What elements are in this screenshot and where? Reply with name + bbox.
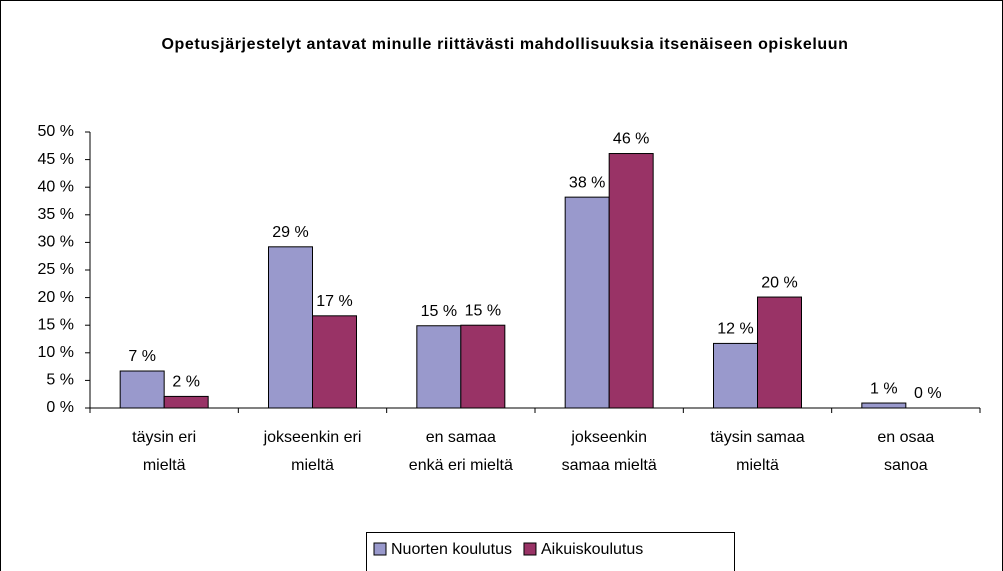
y-tick-label: 10 %	[38, 344, 74, 361]
x-tick-label: mieltä	[291, 457, 334, 474]
y-tick-label: 45 %	[38, 151, 74, 168]
value-label: 17 %	[316, 293, 352, 310]
value-label: 29 %	[272, 224, 308, 241]
y-tick-label: 35 %	[38, 206, 74, 223]
x-tick-label: en samaa	[426, 429, 496, 446]
bar	[312, 315, 357, 409]
value-label: 0 %	[914, 385, 942, 402]
y-tick-label: 50 %	[38, 123, 74, 140]
bar	[713, 342, 758, 409]
legend-label: Nuorten koulutus	[391, 541, 512, 558]
bar	[460, 324, 506, 409]
x-tick-label: samaa mieltä	[562, 457, 657, 474]
x-tick-label: enkä eri mieltä	[409, 457, 513, 474]
bar	[757, 296, 802, 409]
value-label: 15 %	[421, 303, 457, 320]
value-label: 12 %	[717, 321, 753, 338]
y-tick-label: 5 %	[46, 372, 74, 389]
bar	[608, 153, 654, 409]
value-label: 7 %	[128, 348, 156, 365]
legend-swatch	[373, 542, 387, 556]
legend-label: Aikuiskoulutus	[541, 541, 643, 558]
y-tick-label: 20 %	[38, 289, 74, 306]
x-tick-label: täysin samaa	[710, 429, 804, 446]
x-tick-label: mieltä	[736, 457, 779, 474]
bar	[268, 246, 313, 409]
bar	[163, 395, 209, 409]
y-tick-label: 0 %	[46, 399, 74, 416]
value-label: 20 %	[761, 274, 797, 291]
chart-title: Opetusjärjestelyt antavat minulle riittä…	[161, 36, 849, 53]
value-label: 38 %	[569, 174, 605, 191]
value-label: 46 %	[613, 131, 649, 148]
x-tick-label: jokseenkin	[570, 429, 647, 446]
x-tick-label: jokseenkin eri	[263, 429, 362, 446]
bar	[119, 370, 165, 409]
x-tick-label: sanoa	[884, 457, 928, 474]
value-label: 15 %	[465, 302, 501, 319]
bar	[861, 402, 907, 409]
x-tick-label: en osaa	[877, 429, 934, 446]
value-label: 1 %	[870, 380, 898, 397]
y-tick-label: 15 %	[38, 316, 74, 333]
x-tick-label: täysin eri	[132, 429, 196, 446]
legend-swatch	[523, 542, 537, 556]
y-tick-label: 40 %	[38, 178, 74, 195]
bar	[416, 325, 462, 409]
value-label: 2 %	[172, 374, 200, 391]
x-tick-label: mieltä	[143, 457, 186, 474]
y-tick-label: 30 %	[38, 234, 74, 251]
legend-box	[366, 532, 735, 571]
bar	[564, 196, 610, 409]
y-tick-label: 25 %	[38, 261, 74, 278]
